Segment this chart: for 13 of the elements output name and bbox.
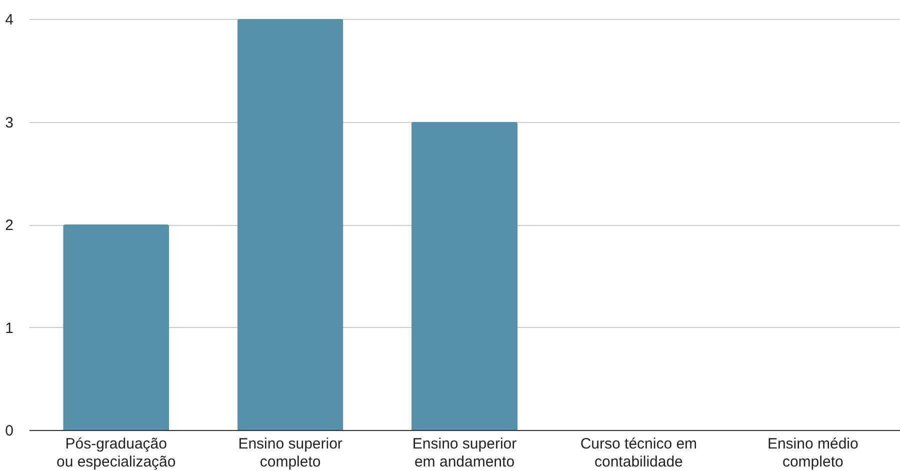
x-tick-label: Curso técnico em contabilidade [580, 436, 698, 470]
y-tick-label: 2 [5, 217, 14, 234]
bar [412, 122, 518, 430]
x-tick-label: Ensino médio completo [767, 436, 858, 470]
bar [237, 19, 344, 430]
y-tick-label: 3 [5, 114, 14, 132]
y-tick-label: 0 [5, 422, 14, 440]
y-tick-label: 1 [5, 320, 14, 337]
x-tick-label: Ensino superior completo [238, 436, 342, 470]
y-tick-label: 4 [5, 12, 14, 28]
x-tick-label: Ensino superior em andamento [412, 436, 517, 470]
x-tick-label: Pós-graduação ou especialização [56, 436, 176, 470]
bar [63, 224, 170, 430]
